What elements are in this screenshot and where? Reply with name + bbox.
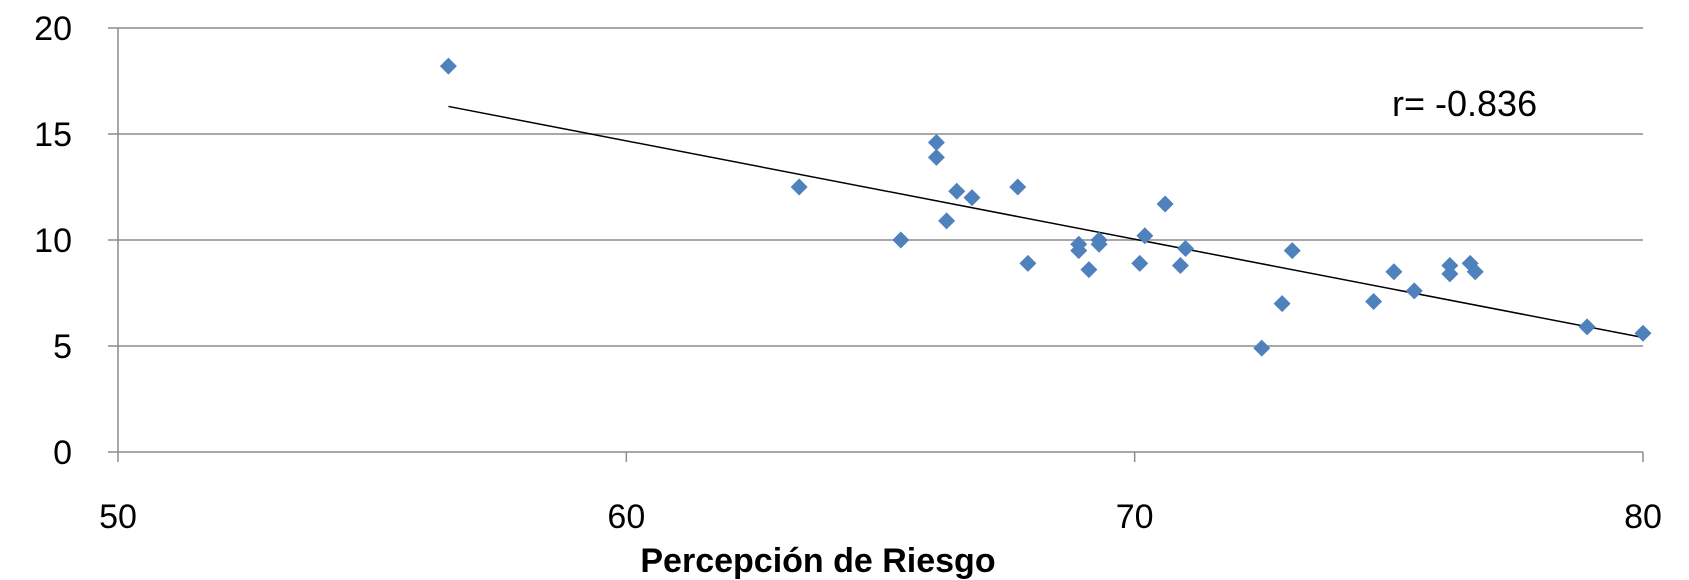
gridlines <box>118 27 1643 347</box>
y-tick-labels: 0 5 10 15 20 <box>34 10 72 472</box>
data-point-11 <box>1070 242 1088 260</box>
data-point-8 <box>1009 178 1027 196</box>
x-tick-labels: 50 60 70 80 <box>99 498 1662 536</box>
y-tick-label-0: 0 <box>53 434 72 472</box>
trendline-group <box>448 105 1644 339</box>
data-point-15 <box>1131 254 1149 272</box>
data-point-29 <box>1466 263 1484 281</box>
data-point-0 <box>439 57 457 75</box>
data-point-24 <box>1385 263 1403 281</box>
data-point-3 <box>927 133 945 151</box>
data-point-12 <box>1080 261 1098 279</box>
data-points <box>439 57 1652 357</box>
x-tick-label-60: 60 <box>607 498 645 536</box>
y-tick-label-10: 10 <box>34 222 72 260</box>
data-point-9 <box>1019 254 1037 272</box>
x-tick-label-70: 70 <box>1116 498 1154 536</box>
x-tick-label-80: 80 <box>1624 498 1662 536</box>
axes <box>108 27 1644 462</box>
data-point-23 <box>1365 292 1383 310</box>
data-point-14 <box>1090 235 1108 253</box>
data-point-16 <box>1136 227 1154 245</box>
y-tick-label-20: 20 <box>34 10 72 48</box>
data-point-1 <box>790 178 808 196</box>
y-tick-label-5: 5 <box>53 328 72 366</box>
data-point-31 <box>1634 324 1652 342</box>
data-point-7 <box>963 189 981 207</box>
data-point-19 <box>1177 239 1194 257</box>
correlation-annotation: r= -0.836 <box>1392 83 1537 124</box>
data-point-4 <box>927 148 945 166</box>
data-point-6 <box>948 182 966 200</box>
data-point-27 <box>1441 256 1459 274</box>
data-point-25 <box>1405 282 1423 300</box>
x-axis-title: Percepción de Riesgo <box>640 542 995 580</box>
data-point-2 <box>892 231 910 249</box>
data-point-18 <box>1171 256 1189 274</box>
data-point-5 <box>938 212 956 230</box>
data-point-22 <box>1283 242 1301 260</box>
trendline <box>448 105 1644 339</box>
data-point-30 <box>1578 318 1596 336</box>
x-tick-label-50: 50 <box>99 498 137 536</box>
data-point-20 <box>1253 339 1271 357</box>
y-tick-label-15: 15 <box>34 116 72 154</box>
data-point-21 <box>1273 295 1291 313</box>
data-point-17 <box>1156 195 1174 213</box>
